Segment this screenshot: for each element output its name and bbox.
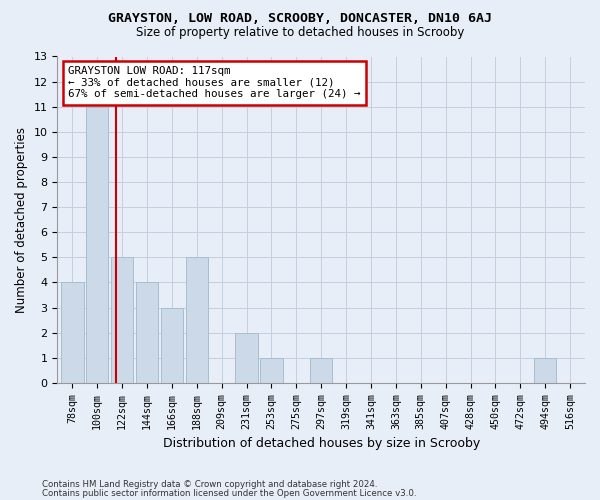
Bar	[161, 308, 183, 383]
Y-axis label: Number of detached properties: Number of detached properties	[15, 126, 28, 312]
X-axis label: Distribution of detached houses by size in Scrooby: Distribution of detached houses by size …	[163, 437, 480, 450]
Bar	[136, 282, 158, 383]
Text: Size of property relative to detached houses in Scrooby: Size of property relative to detached ho…	[136, 26, 464, 39]
Bar	[534, 358, 556, 383]
Bar	[111, 258, 133, 383]
Bar	[235, 332, 258, 383]
Text: GRAYSTON LOW ROAD: 117sqm
← 33% of detached houses are smaller (12)
67% of semi-: GRAYSTON LOW ROAD: 117sqm ← 33% of detac…	[68, 66, 361, 100]
Bar	[86, 106, 109, 383]
Text: Contains public sector information licensed under the Open Government Licence v3: Contains public sector information licen…	[42, 488, 416, 498]
Bar	[310, 358, 332, 383]
Text: Contains HM Land Registry data © Crown copyright and database right 2024.: Contains HM Land Registry data © Crown c…	[42, 480, 377, 489]
Bar	[61, 282, 83, 383]
Bar	[260, 358, 283, 383]
Bar	[185, 258, 208, 383]
Text: GRAYSTON, LOW ROAD, SCROOBY, DONCASTER, DN10 6AJ: GRAYSTON, LOW ROAD, SCROOBY, DONCASTER, …	[108, 12, 492, 24]
